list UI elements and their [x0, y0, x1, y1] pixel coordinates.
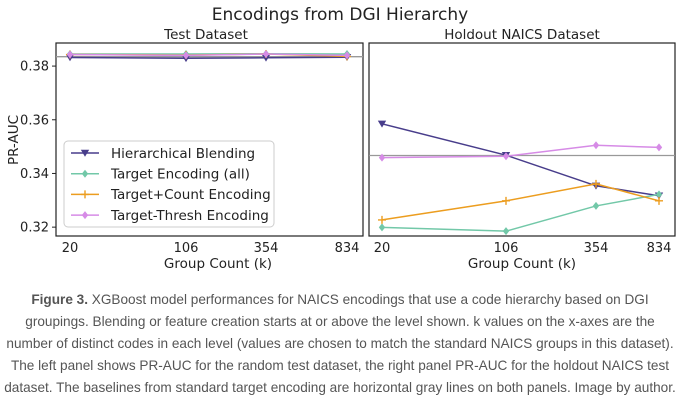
data-point	[378, 223, 386, 232]
x-tick-label: 106	[494, 241, 519, 256]
data-point	[262, 50, 270, 59]
series-line-0	[69, 56, 348, 60]
data-point	[502, 227, 510, 236]
left-panel-title: Test Dataset	[163, 27, 248, 43]
figure-caption: Figure 3. XGBoost model performances for…	[4, 289, 676, 399]
data-point	[182, 51, 190, 60]
figure-title: Encodings from DGI Hierarchy	[212, 5, 468, 25]
data-point	[502, 196, 510, 205]
legend-label: Target-Thresh Encoding	[110, 208, 269, 224]
data-point	[261, 54, 271, 62]
right-panel: Holdout NAICS Dataset 20 106 354 834 Group …	[368, 27, 676, 272]
data-point	[655, 196, 663, 205]
data-point	[378, 215, 386, 224]
right-panel-title: Holdout NAICS Dataset	[444, 27, 600, 43]
data-point	[592, 201, 600, 210]
data-point	[592, 179, 600, 188]
x-tick-label: 20	[62, 241, 79, 256]
data-point	[655, 143, 663, 152]
legend-entry: Target-Thresh Encoding	[71, 208, 269, 224]
x-tick-label: 354	[584, 241, 609, 256]
y-tick-label: 0.32	[20, 221, 49, 236]
legend-entry: Target Encoding (all)	[71, 167, 250, 183]
y-tick-label: 0.38	[20, 60, 49, 75]
data-point	[343, 51, 351, 60]
data-point	[592, 141, 600, 150]
legend-swatch-marker	[81, 211, 89, 220]
series-line-1	[381, 193, 660, 232]
legend-swatch-marker	[81, 169, 89, 178]
series-line-0	[381, 123, 660, 197]
left-x-axis-label: Group Count (k)	[164, 256, 272, 272]
data-point	[377, 120, 387, 128]
legend-swatch-marker	[81, 190, 89, 199]
legend-box	[63, 140, 275, 228]
series-line-2	[381, 183, 660, 221]
series-line-3	[381, 144, 660, 159]
legend-label: Target+Count Encoding	[110, 187, 271, 203]
data-point	[66, 50, 74, 59]
legend-label: Target Encoding (all)	[110, 167, 250, 183]
data-point	[655, 190, 663, 199]
right-plot-frame	[368, 42, 676, 237]
right-x-axis-label: Group Count (k)	[468, 256, 576, 272]
caption-label: Figure 3.	[31, 292, 88, 307]
x-tick-label: 354	[254, 241, 279, 256]
legend-entry: Target+Count Encoding	[71, 187, 271, 203]
y-tick-label: 0.36	[20, 113, 49, 128]
figure: Encodings from DGI Hierarchy Test Datase…	[6, 5, 676, 272]
caption-text: XGBoost model performances for NAICS enc…	[4, 292, 676, 395]
legend-swatch-marker	[80, 149, 90, 157]
x-tick-label: 834	[335, 241, 360, 256]
legend-entry: Hierarchical Blending	[71, 146, 255, 162]
y-tick-label: 0.34	[20, 167, 49, 182]
x-tick-label: 20	[374, 241, 391, 256]
series-line-3	[69, 53, 348, 57]
left-panel: Test Dataset 20 106 354 834 Group Count (k)	[55, 27, 364, 272]
data-point	[502, 152, 510, 161]
left-plot-frame	[55, 42, 364, 237]
data-point	[378, 153, 386, 162]
legend: Hierarchical Blending Target Encoding (al…	[63, 140, 275, 228]
y-axis-label: PR-AUC	[6, 115, 22, 165]
legend-label: Hierarchical Blending	[111, 146, 255, 162]
x-tick-label: 834	[647, 241, 672, 256]
x-tick-label: 106	[174, 241, 199, 256]
